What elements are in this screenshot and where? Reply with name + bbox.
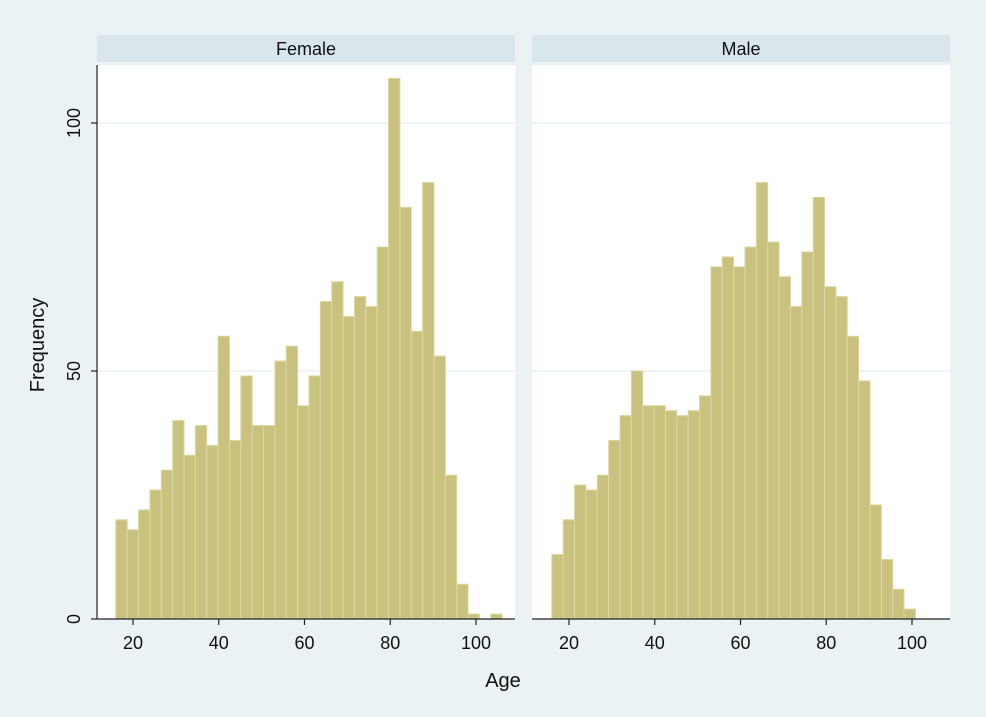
y-axis-label: Frequency (27, 298, 49, 393)
histogram-bar (365, 306, 378, 620)
histogram-bar (308, 375, 321, 620)
histogram-bar (172, 420, 185, 620)
histogram-bar (835, 296, 848, 620)
histogram-bar (789, 306, 803, 620)
histogram-bar (285, 345, 299, 620)
histogram-bar (619, 415, 632, 620)
histogram-bar (194, 425, 208, 620)
histogram-bar (251, 425, 265, 620)
histogram-bar (422, 182, 435, 620)
panel-strip (97, 35, 515, 62)
histogram-bar (331, 281, 344, 620)
histogram-bar (755, 182, 769, 620)
histogram-bar (115, 519, 128, 620)
y-axis: 0 50 100 (64, 65, 98, 624)
x-tick-label: 20 (123, 633, 143, 653)
histogram-bar (812, 196, 826, 620)
histogram-bar (490, 613, 503, 620)
histogram-bar (903, 608, 916, 620)
histogram-bar (892, 588, 905, 620)
histogram-bar (744, 246, 757, 620)
histogram-bar (664, 410, 678, 620)
histogram-bar (444, 474, 458, 620)
y-tick-label: 0 (64, 614, 84, 624)
x-tick-label: 40 (209, 633, 229, 653)
x-tick-label: 20 (559, 633, 579, 653)
histogram-bar (149, 489, 162, 620)
histogram-bar (596, 474, 610, 620)
histogram-bar (433, 355, 446, 620)
histogram-bar (376, 246, 390, 620)
histogram-bar (160, 469, 174, 620)
histogram-bar (630, 370, 644, 620)
x-tick-label: 100 (897, 633, 927, 653)
histogram-bar (574, 484, 587, 620)
histogram-bar (687, 410, 701, 620)
histogram-bar (240, 375, 253, 620)
x-tick-label: 80 (816, 633, 836, 653)
panel-strip (532, 35, 950, 62)
histogram-bar (217, 335, 230, 620)
histogram-bar (721, 256, 735, 620)
x-tick-label: 60 (294, 633, 314, 653)
histogram-bar (846, 335, 860, 620)
histogram-bar (880, 558, 894, 620)
histogram-bar (699, 395, 712, 620)
histogram-bar (824, 286, 837, 620)
histogram-bar (410, 330, 424, 620)
histogram-bar (733, 266, 746, 620)
y-tick-label: 100 (64, 108, 84, 138)
histogram-bar (653, 405, 666, 620)
histogram-bar (183, 454, 196, 620)
histogram-bar (353, 296, 367, 620)
y-tick-label: 50 (64, 361, 84, 381)
x-tick-label: 60 (730, 633, 750, 653)
histogram-bar (642, 405, 655, 620)
histogram-bar (297, 405, 310, 620)
x-axis-label: Age (485, 670, 521, 692)
histogram-bar (858, 380, 871, 620)
histogram-bar (399, 206, 412, 620)
panel-title: Male (721, 39, 760, 59)
histogram-bar (869, 504, 882, 620)
histogram-bar (388, 77, 401, 620)
histogram-bar (274, 360, 287, 620)
histogram-bar (206, 444, 219, 620)
histogram-bar (342, 315, 355, 620)
histogram-bar (319, 301, 333, 620)
histogram-bar (710, 266, 723, 620)
histogram-bar (263, 425, 276, 620)
histogram-bar (551, 554, 564, 620)
histogram-bar (801, 251, 814, 620)
histogram-bar (562, 519, 576, 620)
panel-male: Male 20 40 60 80 100 (532, 35, 950, 653)
histogram-bar (608, 439, 621, 620)
histogram-bar (767, 241, 780, 620)
histogram-bar (778, 276, 791, 620)
histogram-bar (138, 509, 151, 620)
x-tick-label: 40 (645, 633, 665, 653)
histogram-bar (228, 439, 242, 620)
histogram-bar (126, 529, 140, 620)
histogram-bar (585, 489, 598, 620)
histogram-bar (456, 583, 469, 620)
panel-title: Female (276, 39, 336, 59)
x-tick-label: 100 (461, 633, 491, 653)
x-tick-label: 80 (380, 633, 400, 653)
histogram-bar (676, 415, 689, 620)
histogram-bar (467, 613, 480, 620)
panel-female: Female 20 40 60 80 100 (97, 35, 515, 653)
